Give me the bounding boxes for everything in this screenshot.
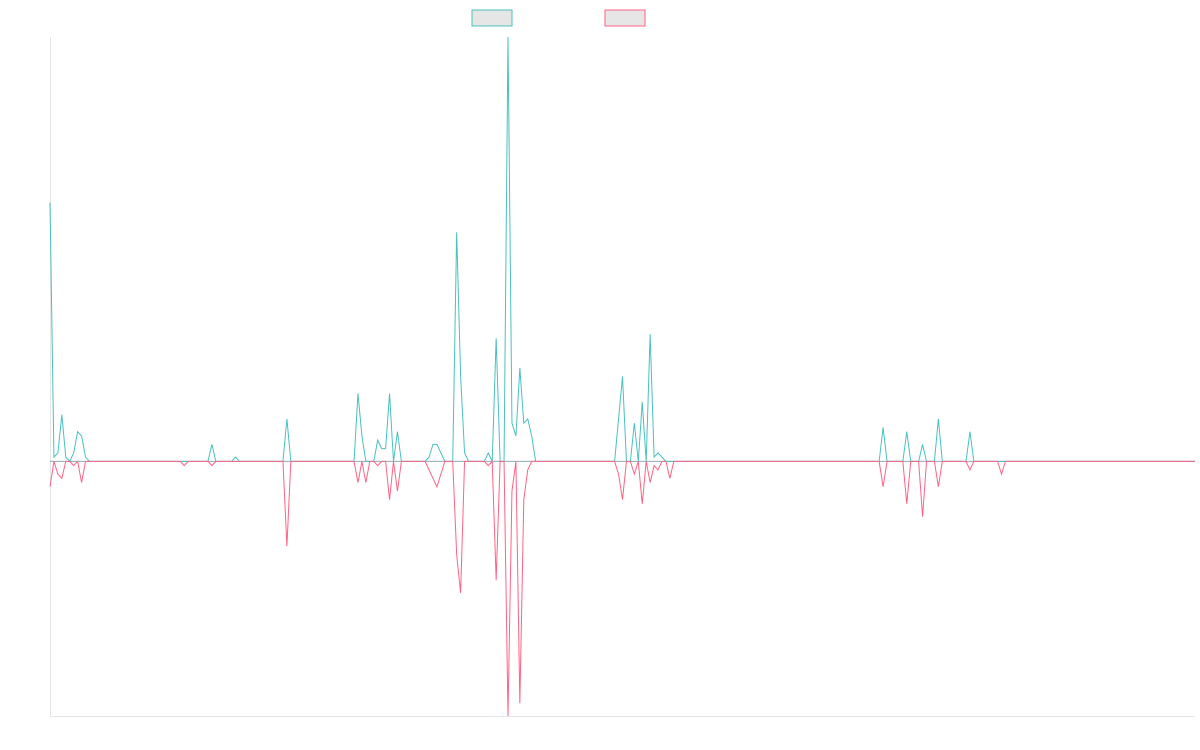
series-2-line[interactable] bbox=[49, 460, 1195, 717]
legend-swatch-series-1[interactable] bbox=[471, 9, 513, 27]
series-layer bbox=[49, 36, 1195, 717]
legend bbox=[471, 9, 646, 27]
legend-swatch-series-2[interactable] bbox=[604, 9, 646, 27]
series-1-line[interactable] bbox=[49, 36, 1195, 463]
